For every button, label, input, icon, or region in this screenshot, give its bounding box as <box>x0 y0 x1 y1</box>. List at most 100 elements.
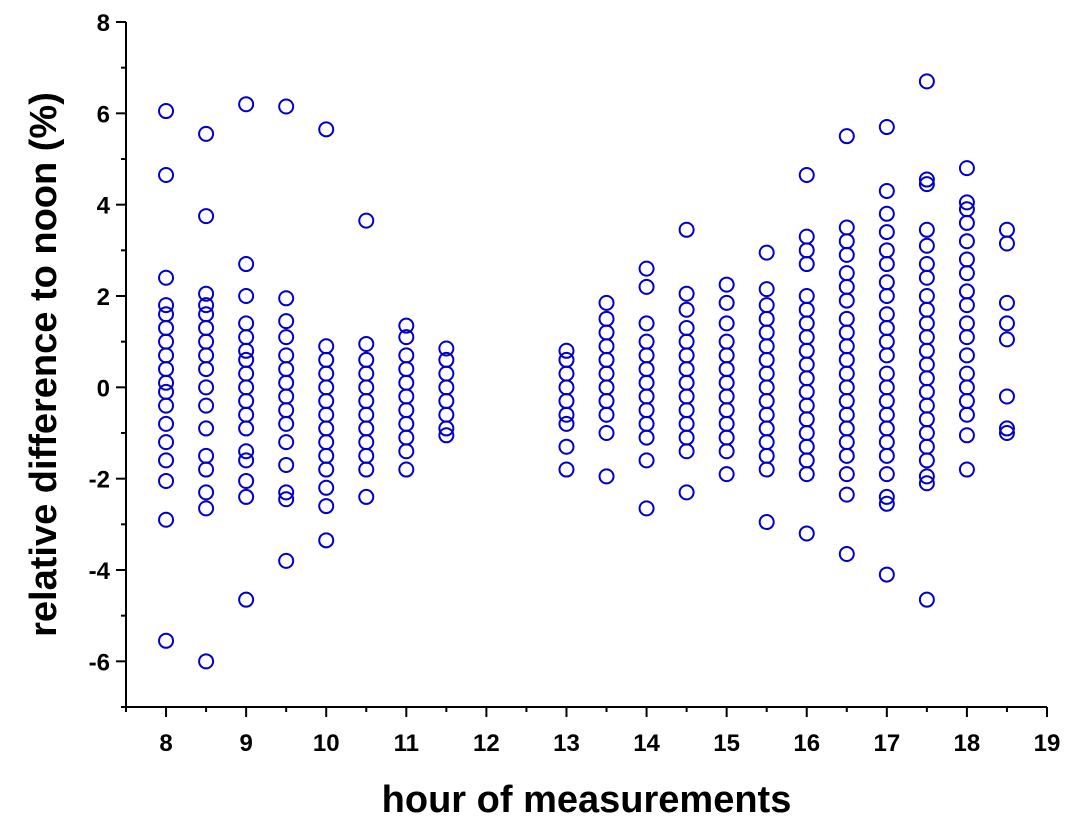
data-point <box>358 434 375 451</box>
data-point <box>678 429 695 446</box>
data-point <box>958 297 975 314</box>
data-point <box>158 297 175 314</box>
data-point <box>918 438 935 455</box>
data-point <box>318 406 335 423</box>
data-point <box>958 194 975 211</box>
data-point <box>198 500 215 517</box>
data-point <box>358 447 375 464</box>
data-point <box>958 365 975 382</box>
data-point <box>158 361 175 378</box>
data-point <box>238 256 255 273</box>
data-point <box>878 365 895 382</box>
data-point <box>438 406 455 423</box>
data-point <box>158 347 175 364</box>
data-point <box>838 338 855 355</box>
data-point <box>398 388 415 405</box>
data-point <box>878 242 895 259</box>
data-point <box>798 342 815 359</box>
data-point <box>198 125 215 142</box>
data-point <box>798 288 815 304</box>
data-point <box>838 379 855 396</box>
data-point <box>238 488 255 505</box>
data-point <box>238 472 255 489</box>
data-point <box>878 256 895 273</box>
data-point <box>838 365 855 382</box>
data-point <box>678 285 695 302</box>
data-point <box>758 310 775 327</box>
data-point <box>558 379 575 396</box>
data-point <box>238 96 255 113</box>
data-point <box>798 452 815 469</box>
data-point <box>798 329 815 346</box>
y-tick-label: 0 <box>97 375 110 402</box>
data-point <box>758 338 775 355</box>
data-point <box>918 73 935 90</box>
data-point <box>758 406 775 423</box>
data-point <box>798 256 815 273</box>
data-point <box>198 484 215 501</box>
data-point <box>358 379 375 396</box>
y-tick-label: -4 <box>89 558 111 585</box>
data-point <box>558 415 575 432</box>
data-point <box>918 591 935 608</box>
data-point <box>318 121 335 138</box>
data-point <box>438 379 455 396</box>
data-point <box>878 347 895 364</box>
data-point <box>918 256 935 273</box>
data-point <box>318 498 335 515</box>
data-point <box>958 265 975 282</box>
data-point <box>238 315 255 332</box>
x-tick-label: 18 <box>954 730 981 757</box>
data-point <box>838 246 855 263</box>
data-point <box>278 484 295 501</box>
data-point <box>718 294 735 311</box>
data-point <box>238 329 255 346</box>
data-point <box>838 219 855 236</box>
data-point <box>238 351 255 368</box>
data-point <box>598 324 615 341</box>
data-point <box>878 495 895 512</box>
data-point <box>838 434 855 451</box>
x-tick-label: 8 <box>159 730 172 757</box>
data-point <box>278 434 295 451</box>
data-point <box>238 406 255 423</box>
data-point <box>318 393 335 410</box>
data-point <box>278 456 295 473</box>
data-point <box>198 653 215 670</box>
data-point <box>358 335 375 352</box>
data-point <box>438 365 455 382</box>
data-point <box>398 415 415 432</box>
data-point <box>278 402 295 419</box>
data-point <box>958 283 975 300</box>
data-point <box>838 406 855 423</box>
data-point <box>318 447 335 464</box>
data-point <box>878 466 895 483</box>
data-point <box>238 342 255 359</box>
data-point <box>278 98 295 115</box>
data-point <box>838 265 855 282</box>
data-point <box>918 468 935 485</box>
data-point <box>558 406 575 423</box>
data-point <box>638 500 655 517</box>
data-point <box>798 301 815 318</box>
data-point <box>198 333 215 350</box>
data-point <box>838 278 855 295</box>
data-point <box>958 160 975 177</box>
data-point <box>158 452 175 469</box>
data-point <box>638 361 655 378</box>
x-tick-label: 19 <box>1034 730 1061 757</box>
data-point <box>878 434 895 451</box>
data-point <box>358 461 375 478</box>
data-point <box>318 479 335 496</box>
data-point <box>918 269 935 286</box>
data-point <box>598 425 615 441</box>
data-point <box>678 221 695 238</box>
data-point <box>398 347 415 364</box>
data-point <box>398 329 415 346</box>
data-point <box>918 411 935 428</box>
data-point <box>758 324 775 341</box>
data-point <box>278 290 295 307</box>
data-point <box>918 452 935 469</box>
data-point <box>278 374 295 391</box>
